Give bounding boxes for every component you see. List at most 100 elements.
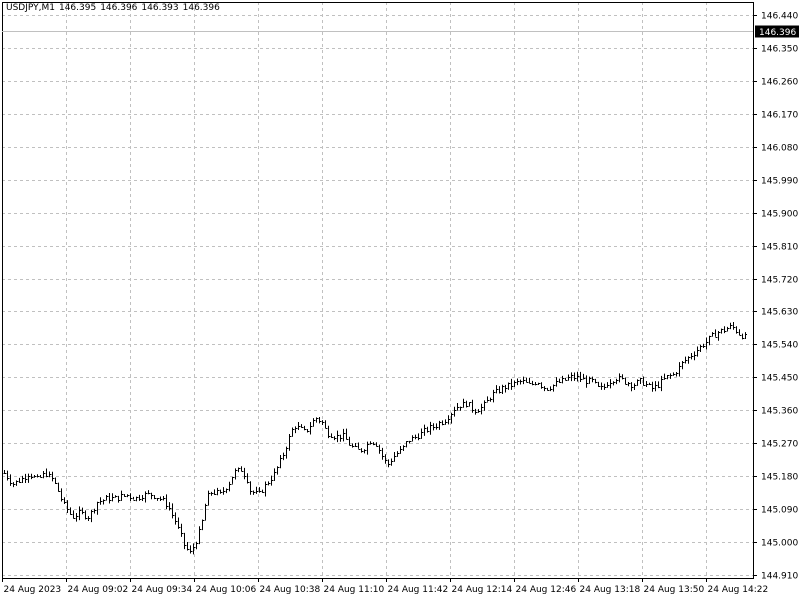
ohlc-bar <box>216 487 219 496</box>
ohlc-bar <box>300 424 303 428</box>
ohlc-bar <box>666 374 669 380</box>
ohlc-bar <box>315 417 318 423</box>
ohlc-bars <box>3 321 747 555</box>
y-tick-label: 146.170 <box>761 111 798 121</box>
ohlc-bar <box>243 467 246 480</box>
ohlc-bar <box>63 497 66 505</box>
ohlc-bar <box>591 376 594 383</box>
ohlc-bar <box>408 440 411 444</box>
ohlc-bar <box>255 486 258 494</box>
y-tick-label: 145.270 <box>761 440 798 450</box>
x-tick-label: 24 Aug 13:18 <box>580 585 641 595</box>
ohlc-bar <box>285 446 288 459</box>
ohlc-bar <box>417 433 420 441</box>
y-tick-label: 146.350 <box>761 45 798 55</box>
ohlc-bar <box>447 415 450 425</box>
ohlc-bar <box>453 406 456 417</box>
ohlc-bar <box>564 377 567 381</box>
ohlc-bar <box>555 377 558 387</box>
ohlc-bar <box>744 332 747 339</box>
ohlc-bar <box>645 380 648 388</box>
y-tick-label: 145.180 <box>761 473 798 483</box>
close-value: 146.396 <box>182 3 220 13</box>
ohlc-bar <box>135 496 138 502</box>
ohlc-bar <box>84 510 87 520</box>
ohlc-bar <box>615 378 618 385</box>
ohlc-bar <box>339 434 342 442</box>
ohlc-bar <box>201 519 204 531</box>
ohlc-bar <box>45 468 48 478</box>
ohlc-bar <box>624 377 627 385</box>
ohlc-bar <box>57 482 60 492</box>
y-tick-label: 145.810 <box>761 243 798 253</box>
ohlc-bar <box>732 321 735 330</box>
y-tick-label: 145.900 <box>761 210 798 220</box>
ohlc-bar <box>351 443 354 448</box>
x-tick-label: 24 Aug 09:34 <box>132 585 193 595</box>
ohlc-bar <box>432 423 435 431</box>
x-tick-label: 24 Aug 13:50 <box>644 585 705 595</box>
ohlc-bar <box>510 378 513 390</box>
y-tick-label: 145.090 <box>761 506 798 516</box>
ohlc-bar <box>165 494 168 510</box>
ohlc-bar <box>549 386 552 392</box>
ohlc-bar <box>723 326 726 334</box>
ohlc-bar <box>132 496 135 501</box>
ohlc-bar <box>534 381 537 386</box>
ohlc-bar <box>204 503 207 521</box>
ohlc-bar <box>252 490 255 495</box>
ohlc-bar <box>168 502 171 511</box>
ohlc-bar <box>501 384 504 394</box>
ohlc-bar <box>609 379 612 389</box>
ohlc-bar <box>273 468 276 481</box>
ohlc-bar <box>573 372 576 381</box>
ohlc-bar <box>468 402 471 407</box>
symbol-header: USDJPY,M1 146.395 146.396 146.393 146.396 <box>6 3 224 13</box>
ohlc-bar <box>360 448 363 453</box>
y-tick-label: 144.910 <box>761 572 798 582</box>
ohlc-bar <box>276 466 279 475</box>
ohlc-bar <box>249 481 252 495</box>
ohlc-bar <box>189 545 192 554</box>
ohlc-bar <box>210 491 213 496</box>
ohlc-bar <box>267 481 270 486</box>
ohlc-bar <box>474 408 477 415</box>
ohlc-bar <box>102 499 105 505</box>
ohlc-bar <box>39 475 42 478</box>
ohlc-bar <box>21 475 24 483</box>
ohlc-bar <box>426 426 429 433</box>
ohlc-bar <box>675 371 678 377</box>
ohlc-bar <box>588 376 591 384</box>
ohlc-bar <box>738 329 741 336</box>
ohlc-bar <box>93 508 96 514</box>
ohlc-bar <box>687 356 690 364</box>
ohlc-bar <box>462 398 465 408</box>
ohlc-bar <box>234 468 237 480</box>
ohlc-bar <box>384 454 387 464</box>
ohlc-bar <box>75 512 78 522</box>
ohlc-bar <box>81 507 84 515</box>
ohlc-bar <box>696 346 699 357</box>
ohlc-bar <box>270 475 273 486</box>
ohlc-bar <box>237 467 240 473</box>
ohlc-bar <box>570 372 573 382</box>
ohlc-bar <box>90 509 93 523</box>
ohlc-bar <box>483 400 486 411</box>
ohlc-bar <box>177 517 180 529</box>
y-tick-label: 146.440 <box>761 12 798 22</box>
ohlc-bar <box>660 375 663 392</box>
ohlc-bar <box>324 420 327 429</box>
ohlc-bar <box>114 495 117 498</box>
ohlc-bar <box>159 496 162 502</box>
ohlc-bar <box>504 384 507 393</box>
ohlc-bar <box>96 501 99 515</box>
ohlc-bar <box>33 474 36 478</box>
low-value: 146.393 <box>141 3 179 13</box>
x-tick-label: 24 Aug 10:06 <box>196 585 257 595</box>
x-tick-label: 24 Aug 10:38 <box>260 585 321 595</box>
ohlc-bar <box>171 503 174 519</box>
ohlc-bar <box>297 421 300 431</box>
